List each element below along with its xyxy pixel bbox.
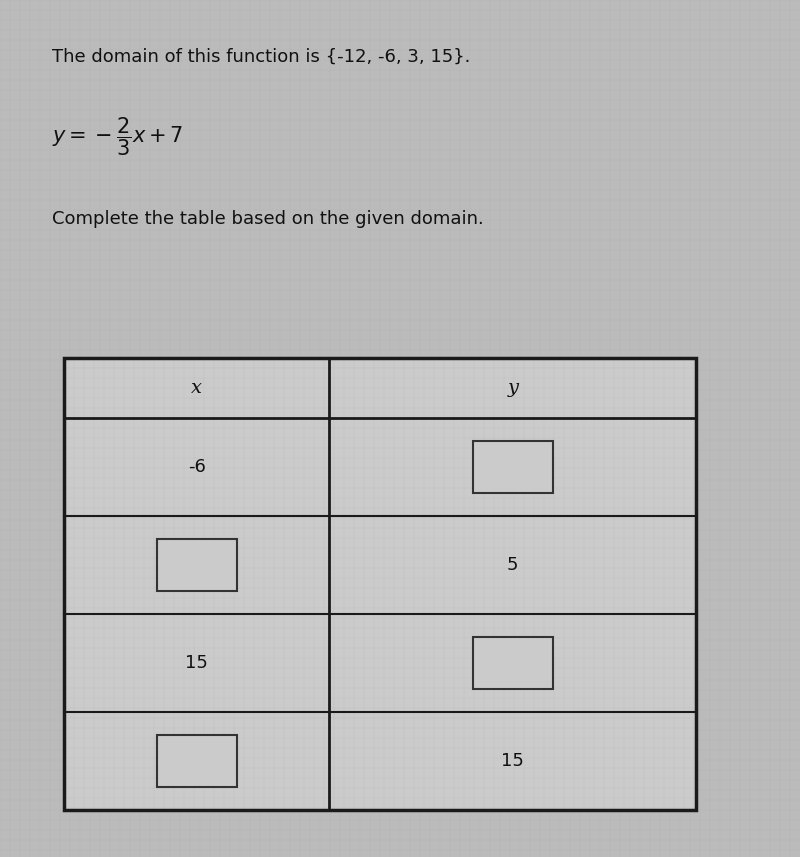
Text: Complete the table based on the given domain.: Complete the table based on the given do…	[52, 210, 484, 228]
Bar	[473, 637, 553, 689]
Text: 15: 15	[502, 752, 524, 770]
Bar	[64, 358, 696, 810]
Text: x: x	[191, 379, 202, 397]
Bar	[157, 539, 237, 591]
Text: -6: -6	[188, 458, 206, 476]
Bar	[64, 358, 696, 810]
Text: y: y	[507, 379, 518, 397]
Bar	[157, 735, 237, 787]
Bar	[473, 441, 553, 493]
Text: The domain of this function is {-12, -6, 3, 15}.: The domain of this function is {-12, -6,…	[52, 48, 470, 66]
Text: 5: 5	[507, 556, 518, 574]
Text: $y = -\dfrac{2}{3}x + 7$: $y = -\dfrac{2}{3}x + 7$	[52, 115, 183, 158]
Text: 15: 15	[186, 654, 208, 672]
